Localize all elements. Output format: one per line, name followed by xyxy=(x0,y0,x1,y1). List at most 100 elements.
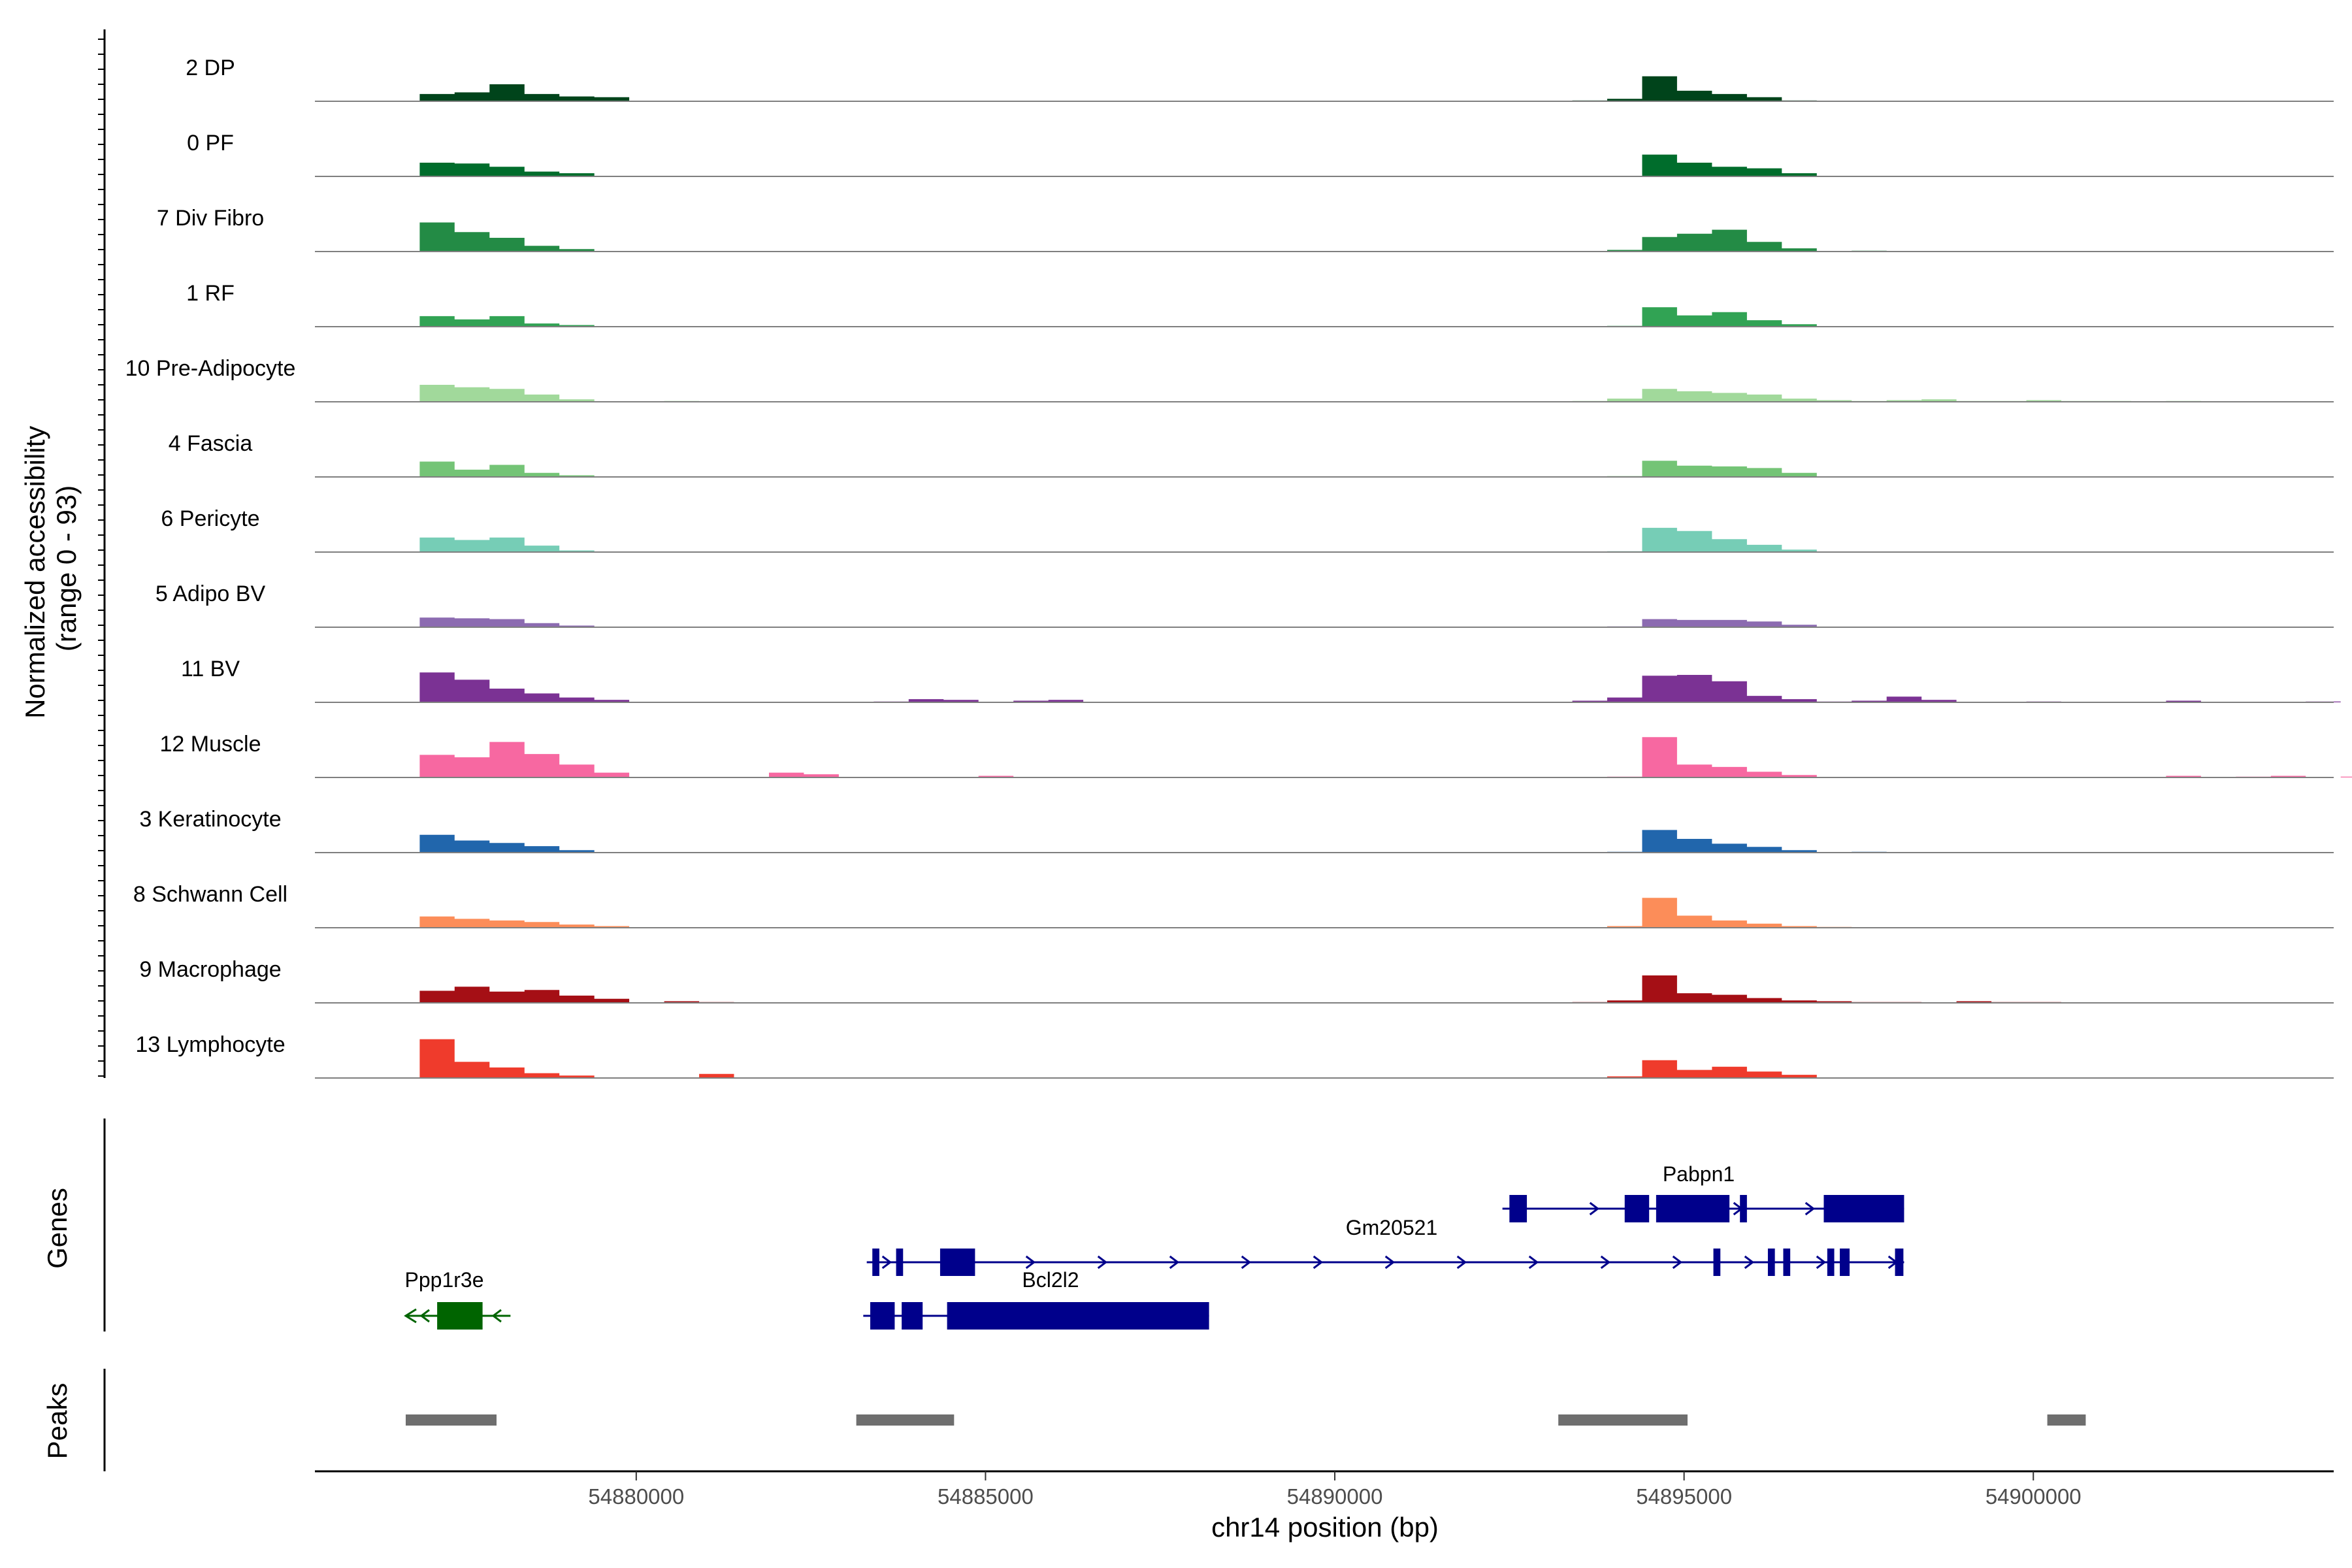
y-axis-label: Normalized accessibility (range 0 - 93) xyxy=(20,418,82,719)
x-axis: 54880000 54885000 54890000 54895000 54900000 xyxy=(315,1470,2334,1509)
strand-chevron xyxy=(1384,1255,1396,1269)
strand-chevron xyxy=(1528,1255,1539,1269)
gene-ppp1r3e: Ppp1r3e xyxy=(404,1268,511,1330)
track-13-lymphocyte xyxy=(315,1039,2352,1079)
gene-exon xyxy=(1840,1249,1850,1276)
strand-chevron xyxy=(1456,1255,1467,1269)
gene-exon xyxy=(1656,1195,1730,1222)
x-tick-label: 54880000 xyxy=(588,1484,684,1509)
coverage-tracks xyxy=(315,76,2352,1079)
peak-region xyxy=(2047,1414,2086,1426)
gene-exon xyxy=(1509,1195,1527,1222)
peak-region xyxy=(405,1414,497,1426)
coverage-area-4-fascia xyxy=(315,461,2352,477)
gene-gm20521: Gm20521 xyxy=(866,1216,1904,1276)
coverage-area-0-pf xyxy=(315,154,2352,176)
gene-exon xyxy=(437,1302,483,1330)
coverage-area-5-adipo-bv xyxy=(315,617,2352,627)
peak-region xyxy=(1558,1414,1688,1426)
gene-exon xyxy=(1624,1195,1650,1222)
strand-chevron xyxy=(1816,1255,1827,1269)
coverage-area-12-muscle xyxy=(315,737,2352,777)
x-tick-label: 54885000 xyxy=(938,1484,1034,1509)
track-7-div-fibro xyxy=(315,222,2352,252)
x-tick-label: 54895000 xyxy=(1636,1484,1732,1509)
strand-chevron xyxy=(881,1255,892,1269)
track-12-muscle xyxy=(315,737,2352,778)
track-label-2-dp: 2 DP xyxy=(186,56,235,80)
strand-chevron xyxy=(1600,1255,1611,1269)
track-label-10-pre-adipocyte: 10 Pre-Adipocyte xyxy=(125,356,296,381)
coverage-area-9-macrophage xyxy=(315,975,2352,1003)
gene-exon xyxy=(1740,1195,1747,1222)
track-11-bv xyxy=(315,672,2352,703)
track-1-rf xyxy=(315,307,2352,327)
strand-chevron xyxy=(1672,1255,1683,1269)
coverage-area-13-lymphocyte xyxy=(315,1039,2352,1078)
gene-exon xyxy=(1895,1249,1904,1276)
track-label-1-rf: 1 RF xyxy=(186,281,235,306)
coverage-area-8-schwann-cell xyxy=(315,898,2352,928)
track-label-13-lymphocyte: 13 Lymphocyte xyxy=(135,1032,285,1057)
genes-panel: Ppp1r3e Bcl2l2 Gm20521 Pabpn1 xyxy=(103,1119,1904,1331)
peaks-panel xyxy=(103,1369,2086,1471)
strand-chevron xyxy=(491,1309,502,1323)
gene-label-bcl2l2: Bcl2l2 xyxy=(1022,1268,1079,1292)
track-10-pre-adipocyte xyxy=(315,385,2352,402)
gene-label-pabpn1: Pabpn1 xyxy=(1663,1162,1735,1186)
gene-bcl2l2: Bcl2l2 xyxy=(863,1268,1209,1330)
strand-chevron xyxy=(1313,1255,1324,1269)
track-8-schwann-cell xyxy=(315,898,2352,928)
gene-label-ppp1r3e: Ppp1r3e xyxy=(405,1268,484,1292)
coverage-area-10-pre-adipocyte xyxy=(315,385,2352,402)
track-6-pericyte xyxy=(315,527,2352,553)
gene-exon xyxy=(947,1302,1209,1330)
track-label-12-muscle: 12 Muscle xyxy=(160,732,261,757)
track-label-3-keratinocyte: 3 Keratinocyte xyxy=(139,807,281,832)
genes-panel-label: Genes xyxy=(42,1188,73,1269)
track-label-8-schwann-cell: 8 Schwann Cell xyxy=(133,882,287,907)
gene-pabpn1: Pabpn1 xyxy=(1502,1162,1904,1222)
y-axis-label-line-2: (range 0 - 93) xyxy=(51,485,82,651)
coverage-area-7-div-fibro xyxy=(315,222,2352,252)
track-3-keratinocyte xyxy=(315,830,2352,853)
track-label-5-adipo-bv: 5 Adipo BV xyxy=(155,581,266,606)
gene-exon xyxy=(902,1302,923,1330)
track-label-7-div-fibro: 7 Div Fibro xyxy=(157,206,264,231)
track-label-4-fascia: 4 Fascia xyxy=(169,431,253,456)
track-label-0-pf: 0 PF xyxy=(187,131,234,155)
x-axis-label: chr14 position (bp) xyxy=(1211,1512,1439,1543)
peaks-panel-label: Peaks xyxy=(42,1383,73,1460)
strand-chevron xyxy=(1805,1201,1816,1216)
gene-exon xyxy=(939,1249,975,1276)
track-labels: 2 DP 0 PF 7 Div Fibro 1 RF 10 Pre-Adipocyte 4… xyxy=(125,56,296,1057)
gene-exon xyxy=(870,1302,895,1330)
gene-exon xyxy=(1713,1249,1721,1276)
gene-exon xyxy=(1767,1249,1775,1276)
gene-exon xyxy=(1783,1249,1791,1276)
track-2-dp xyxy=(315,76,2352,102)
gene-exon xyxy=(872,1249,879,1276)
strand-chevron xyxy=(1025,1255,1036,1269)
strand-chevron xyxy=(419,1309,430,1323)
track-label-11-bv: 11 BV xyxy=(181,657,240,681)
coverage-area-1-rf xyxy=(315,307,2352,327)
track-label-9-macrophage: 9 Macrophage xyxy=(139,957,281,982)
coverage-area-2-dp xyxy=(315,76,2352,101)
coverage-area-3-keratinocyte xyxy=(315,830,2352,853)
track-5-adipo-bv xyxy=(315,617,2352,628)
gene-label-gm20521: Gm20521 xyxy=(1346,1216,1438,1239)
track-9-macrophage xyxy=(315,975,2352,1004)
track-label-6-pericyte: 6 Pericyte xyxy=(161,506,259,531)
track-0-pf xyxy=(315,154,2352,177)
strand-chevron xyxy=(1241,1255,1252,1269)
track-4-fascia xyxy=(315,461,2352,478)
peak-region xyxy=(856,1414,955,1426)
x-tick-label: 54890000 xyxy=(1287,1484,1383,1509)
coverage-area-11-bv xyxy=(315,672,2352,702)
strand-chevron xyxy=(1589,1201,1600,1216)
accessibility-axis xyxy=(98,29,106,1078)
gene-exon xyxy=(1823,1195,1904,1222)
gene-exon xyxy=(896,1249,904,1276)
